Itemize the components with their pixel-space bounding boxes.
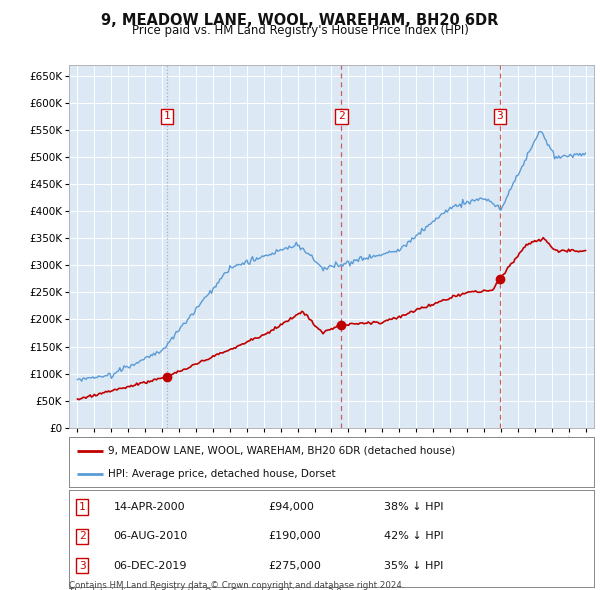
Text: 9, MEADOW LANE, WOOL, WAREHAM, BH20 6DR (detached house): 9, MEADOW LANE, WOOL, WAREHAM, BH20 6DR …	[109, 445, 455, 455]
Text: £275,000: £275,000	[269, 560, 322, 571]
Text: 38% ↓ HPI: 38% ↓ HPI	[384, 502, 443, 512]
Text: 3: 3	[496, 112, 503, 122]
Text: Contains HM Land Registry data © Crown copyright and database right 2024.: Contains HM Land Registry data © Crown c…	[69, 581, 404, 590]
Text: 14-APR-2000: 14-APR-2000	[113, 502, 185, 512]
Text: 9, MEADOW LANE, WOOL, WAREHAM, BH20 6DR: 9, MEADOW LANE, WOOL, WAREHAM, BH20 6DR	[101, 13, 499, 28]
Text: 3: 3	[79, 560, 86, 571]
Text: £190,000: £190,000	[269, 532, 321, 542]
Text: 06-DEC-2019: 06-DEC-2019	[113, 560, 187, 571]
Text: 1: 1	[79, 502, 86, 512]
Text: £94,000: £94,000	[269, 502, 314, 512]
Text: 42% ↓ HPI: 42% ↓ HPI	[384, 532, 443, 542]
Text: 35% ↓ HPI: 35% ↓ HPI	[384, 560, 443, 571]
Text: HPI: Average price, detached house, Dorset: HPI: Average price, detached house, Dors…	[109, 469, 336, 479]
Text: 2: 2	[338, 112, 345, 122]
Text: 2: 2	[79, 532, 86, 542]
Text: This data is licensed under the Open Government Licence v3.0.: This data is licensed under the Open Gov…	[69, 588, 344, 590]
Text: Price paid vs. HM Land Registry's House Price Index (HPI): Price paid vs. HM Land Registry's House …	[131, 24, 469, 37]
Text: 1: 1	[164, 112, 170, 122]
Text: 06-AUG-2010: 06-AUG-2010	[113, 532, 188, 542]
